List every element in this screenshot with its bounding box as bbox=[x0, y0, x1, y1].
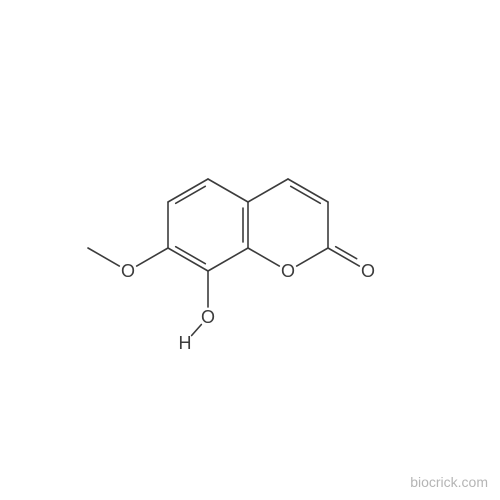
atom-label: O bbox=[281, 261, 295, 281]
molecule-diagram: OOOHO bbox=[0, 0, 500, 500]
atom-label: O bbox=[201, 307, 215, 327]
atom-label: O bbox=[361, 261, 375, 281]
atom-label: H bbox=[179, 333, 192, 353]
watermark-text: biocrick.com bbox=[410, 474, 488, 490]
atom-label: O bbox=[121, 261, 135, 281]
